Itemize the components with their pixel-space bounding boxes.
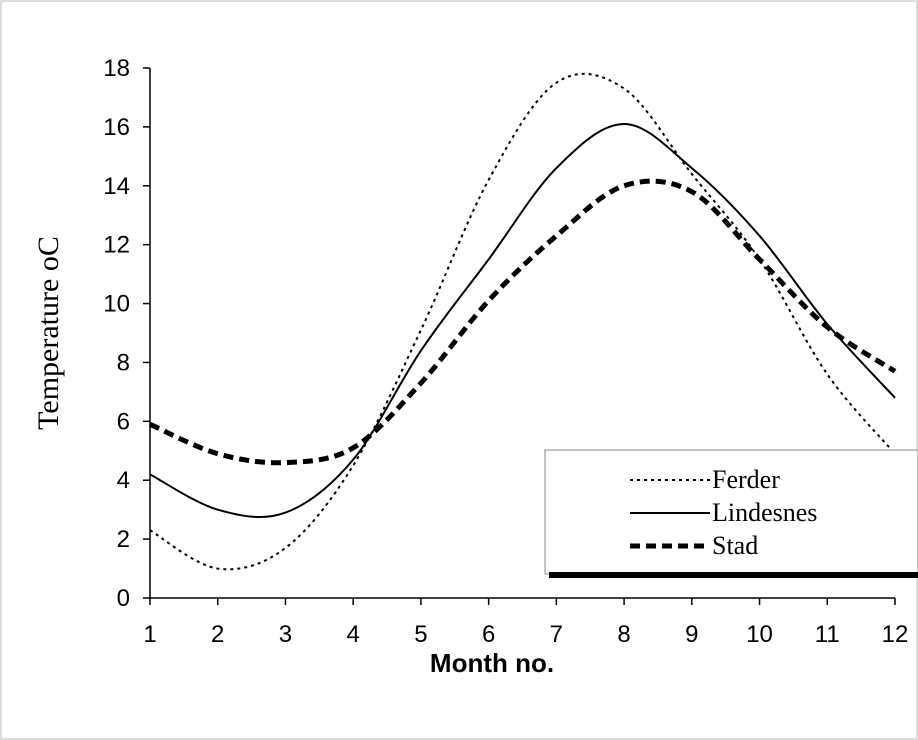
x-tick-label: 7 [550, 621, 563, 648]
legend-label: Lindesnes [712, 498, 817, 527]
series-line [148, 178, 897, 466]
legend-label: Ferder [712, 465, 780, 494]
series-line [149, 122, 896, 518]
x-tick-label: 3 [279, 621, 292, 648]
y-tick-label: 18 [103, 55, 130, 82]
y-tick-label: 2 [117, 526, 130, 553]
legend: Ferder Lindesnes Stad [544, 449, 918, 578]
y-tick-label: 10 [103, 291, 130, 318]
y-tick-label: 6 [117, 408, 130, 435]
y-tick-label: 16 [103, 114, 130, 141]
x-tick-label: 12 [882, 621, 909, 648]
y-tick-label: 8 [117, 349, 130, 376]
y-tick-label: 4 [117, 467, 130, 494]
y-tick-label: 14 [103, 173, 130, 200]
series-line [149, 72, 896, 571]
x-tick-label: 10 [746, 621, 773, 648]
x-tick-label: 4 [347, 621, 360, 648]
x-tick-label: 9 [685, 621, 698, 648]
y-tick-label: 0 [117, 585, 130, 612]
x-tick-label: 11 [815, 621, 840, 648]
x-axis-label: Month no. [430, 648, 554, 678]
x-tick-label: 6 [482, 621, 495, 648]
legend-shadow [549, 572, 918, 578]
x-tick-label: 8 [617, 621, 630, 648]
y-axis-label: Temperature oC [32, 236, 65, 430]
x-tick-label: 5 [414, 621, 427, 648]
legend-label: Stad [712, 531, 758, 560]
y-tick-label: 12 [103, 232, 130, 259]
x-tick-label: 1 [143, 621, 156, 648]
x-tick-label: 2 [211, 621, 224, 648]
